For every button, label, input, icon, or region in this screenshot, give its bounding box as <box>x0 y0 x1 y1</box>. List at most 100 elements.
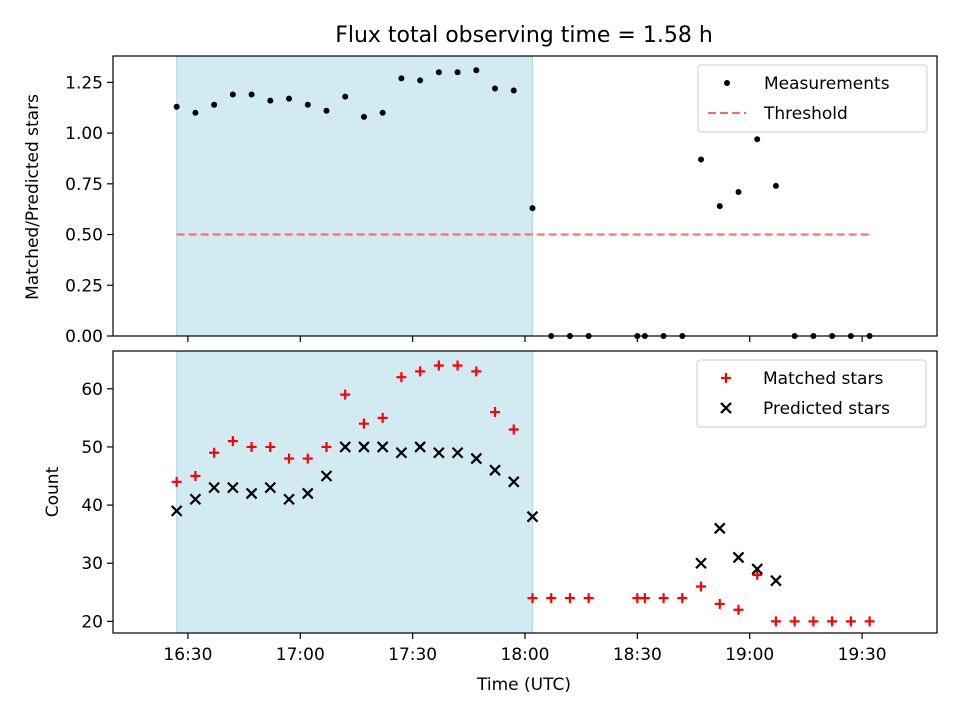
matched-star-point <box>452 360 463 371</box>
x-tick-label: 19:00 <box>725 645 774 665</box>
legend-label: Matched stars <box>763 369 883 389</box>
predicted-star-point <box>339 441 351 453</box>
matched-star-point <box>433 360 444 371</box>
matched-star-point <box>302 453 313 464</box>
matched-star-point <box>377 412 388 423</box>
y-tick-label: 0.75 <box>65 175 103 195</box>
matched-star-point <box>508 424 519 435</box>
predicted-star-point <box>470 452 483 465</box>
y-tick-label: 0.25 <box>65 276 103 296</box>
x-tick-label: 17:00 <box>276 645 325 665</box>
measurement-point <box>510 87 517 94</box>
matched-star-point <box>639 593 650 604</box>
matched-star-point <box>396 372 407 383</box>
matched-star-point <box>714 598 725 609</box>
matched-star-point <box>527 593 538 604</box>
y-axis-label-lower: Count <box>43 466 63 517</box>
predicted-star-point <box>320 470 333 482</box>
matched-star-point <box>583 593 594 604</box>
matched-star-point <box>752 569 763 580</box>
y-tick-label: 1.25 <box>65 73 103 93</box>
predicted-star-point <box>170 505 183 517</box>
legend-matched-swatch <box>721 373 731 383</box>
matched-star-point <box>340 389 351 400</box>
chart-title: Flux total observing time = 1.58 h <box>335 23 713 48</box>
matched-star-point <box>658 593 669 604</box>
y-tick-label: 1.00 <box>65 124 103 144</box>
lower-panel-counts: 20 30 40 50 60 16:30 17:00 17:30 18:00 18:30 19:00… <box>81 350 938 665</box>
matched-star-point <box>265 441 276 452</box>
matched-star-point <box>789 616 800 627</box>
matched-star-point <box>845 616 856 627</box>
x-axis-label: Time (UTC) <box>476 675 571 695</box>
matched-star-point <box>827 616 838 627</box>
matched-star-point <box>227 436 238 447</box>
matched-star-point <box>677 593 688 604</box>
matched-star-point <box>564 593 575 604</box>
measurement-point <box>342 93 349 100</box>
y-axis-label-upper: Matched/Predicted stars <box>23 94 43 300</box>
matched-star-point <box>190 471 201 482</box>
measurement-point <box>492 85 499 92</box>
matched-star-point <box>808 616 819 627</box>
predicted-star-point <box>358 441 370 453</box>
legend-label: Threshold <box>763 104 848 124</box>
measurement-point <box>417 77 424 84</box>
predicted-star-point <box>451 446 464 459</box>
legend-predicted-swatch <box>720 402 732 414</box>
predicted-star-point <box>395 446 408 459</box>
predicted-star-point <box>376 441 389 453</box>
measurement-point <box>435 69 442 76</box>
y-tick-label: 0.00 <box>65 327 103 347</box>
measurement-point <box>698 156 705 163</box>
measurement-point <box>379 109 386 116</box>
legend-measurement-swatch <box>724 80 730 86</box>
measurement-point <box>473 67 480 74</box>
predicted-star-point <box>507 476 520 488</box>
x-tick-label: 18:00 <box>501 645 550 665</box>
matched-star-point <box>864 616 875 627</box>
predicted-star-point <box>227 481 239 494</box>
predicted-star-point <box>264 481 277 494</box>
matched-star-point <box>415 366 426 377</box>
measurement-point <box>267 97 274 104</box>
measurement-point <box>754 136 761 143</box>
predicted-star-point <box>283 493 295 506</box>
matched-star-point <box>733 604 744 615</box>
matched-star-point <box>490 407 501 418</box>
measurement-point <box>360 113 367 120</box>
measurement-point <box>229 91 236 98</box>
measurement-point <box>286 95 293 102</box>
x-tick-label: 16:30 <box>163 645 212 665</box>
y-tick-label: 50 <box>81 438 103 458</box>
predicted-star-point <box>713 522 726 535</box>
measurement-point <box>529 205 536 212</box>
y-tick-label: 60 <box>81 380 103 400</box>
measurement-point <box>192 109 199 116</box>
predicted-star-point <box>208 481 220 494</box>
matched-star-point <box>358 418 369 429</box>
legend-label: Predicted stars <box>763 399 890 419</box>
x-tick-label: 17:30 <box>388 645 437 665</box>
predicted-star-point <box>526 510 539 523</box>
matched-star-point <box>546 593 557 604</box>
measurement-point <box>304 101 311 108</box>
predicted-star-point <box>433 446 445 459</box>
y-tick-label: 40 <box>81 496 103 516</box>
y-tick-label: 0.50 <box>65 226 103 246</box>
predicted-star-point <box>301 487 314 500</box>
legend-box <box>696 359 927 428</box>
matched-star-point <box>770 616 781 627</box>
measurement-point <box>735 188 742 195</box>
predicted-star-point <box>414 441 426 453</box>
legend-box <box>697 64 928 133</box>
x-tick-label: 18:30 <box>613 645 662 665</box>
matched-star-point <box>171 476 182 487</box>
y-tick-label: 20 <box>81 612 103 632</box>
matched-star-point <box>321 441 332 452</box>
shaded-interval <box>176 55 533 337</box>
matched-star-point <box>284 453 295 464</box>
predicted-star-point <box>245 487 258 500</box>
upper-panel-ratio: 0.00 0.25 0.50 0.75 1.00 1.25 Measurements Thre… <box>65 55 938 347</box>
